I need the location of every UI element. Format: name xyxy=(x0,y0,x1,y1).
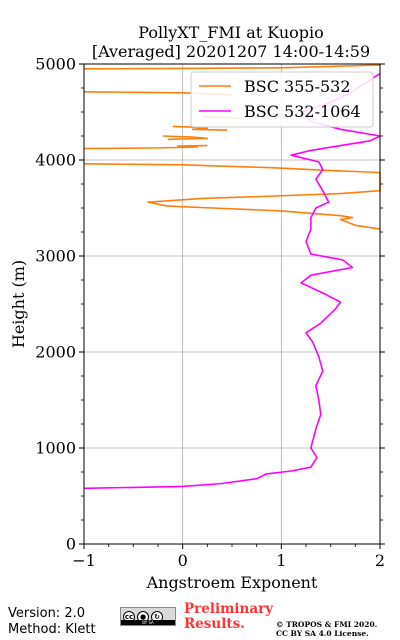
y-tick-label: 0 xyxy=(66,535,76,554)
y-tick-label: 2000 xyxy=(35,343,76,362)
copyright-note: © TROPOS & FMI 2020. CC BY SA 4.0 Licens… xyxy=(276,620,377,638)
legend-label-bsc-355-532: BSC 355-532 xyxy=(244,77,351,96)
series-line-bsc-532-1064 xyxy=(83,72,381,490)
plot-frame xyxy=(83,63,381,545)
preliminary-results-note: Preliminary Results. xyxy=(184,602,273,632)
x-axis-label: Angstroem Exponent xyxy=(146,573,318,592)
x-tick-label: 1 xyxy=(276,551,286,570)
series-line-bsc-355-532-fragment xyxy=(162,135,209,141)
chart-subtitle: [Averaged] 20201207 14:00-14:59 xyxy=(92,42,370,61)
y-tick-label: 5000 xyxy=(35,55,76,74)
series-line-bsc-355-532 xyxy=(83,163,381,230)
y-tick-label: 3000 xyxy=(35,247,76,266)
y-tick-label: 4000 xyxy=(35,151,76,170)
grid xyxy=(83,63,381,545)
legend-box xyxy=(190,71,374,128)
copyright-line-2: CC BY SA 4.0 License. xyxy=(276,629,369,638)
method-text: Method: Klett xyxy=(8,622,96,637)
legend: BSC 355-532 BSC 532-1064 xyxy=(190,71,374,128)
y-tick-label: 1000 xyxy=(35,439,76,458)
footer-info: Version: 2.0 Method: Klett xyxy=(8,606,96,638)
series-line-bsc-355-532-fragment xyxy=(83,144,208,150)
series-line-bsc-355-532-fragment xyxy=(83,64,381,70)
x-tick-label: −1 xyxy=(72,551,96,570)
x-tick-label: 2 xyxy=(375,551,385,570)
legend-label-bsc-532-1064: BSC 532-1064 xyxy=(244,102,361,121)
version-text: Version: 2.0 xyxy=(8,606,85,621)
cc-license-badge: cc ● ↻ BY SA xyxy=(120,607,176,626)
series-lines xyxy=(83,64,381,490)
preliminary-line-2: Results. xyxy=(184,616,245,632)
cc-badge-text: BY SA xyxy=(121,620,175,625)
preliminary-line-1: Preliminary xyxy=(184,601,274,617)
chart-title: PollyXT_FMI at Kuopio xyxy=(138,23,324,42)
y-axis-label: Height (m) xyxy=(9,260,28,348)
x-tick-label: 0 xyxy=(178,551,188,570)
copyright-line-1: © TROPOS & FMI 2020. xyxy=(276,620,378,629)
